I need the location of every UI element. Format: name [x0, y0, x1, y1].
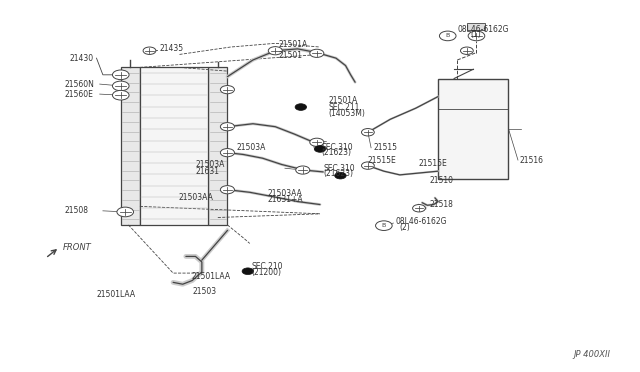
- Circle shape: [117, 207, 134, 217]
- Text: 21503: 21503: [192, 287, 216, 296]
- Text: (21200): (21200): [251, 268, 281, 277]
- Circle shape: [376, 221, 392, 231]
- Text: SEC.211: SEC.211: [328, 103, 360, 112]
- Text: SEC.210: SEC.210: [251, 262, 282, 271]
- Text: (21623): (21623): [323, 169, 353, 178]
- Circle shape: [468, 31, 484, 41]
- Text: (1): (1): [470, 30, 481, 39]
- Circle shape: [413, 205, 426, 212]
- Bar: [467, 23, 484, 31]
- Text: (14053M): (14053M): [328, 109, 365, 118]
- Text: 21503AA: 21503AA: [178, 193, 213, 202]
- Text: 21501A: 21501A: [278, 40, 308, 49]
- Text: B: B: [445, 33, 450, 38]
- Text: SEC.310: SEC.310: [323, 164, 355, 173]
- Circle shape: [314, 145, 326, 152]
- Circle shape: [310, 138, 324, 146]
- Text: 21503AA: 21503AA: [268, 189, 303, 198]
- Circle shape: [296, 166, 310, 174]
- Circle shape: [220, 186, 234, 194]
- Text: 21560E: 21560E: [65, 90, 93, 99]
- Circle shape: [440, 31, 456, 41]
- Text: 21510: 21510: [430, 176, 454, 185]
- Text: 21516: 21516: [520, 155, 544, 164]
- Polygon shape: [121, 67, 140, 225]
- Bar: [438, 78, 508, 179]
- Circle shape: [220, 123, 234, 131]
- Text: 21501LAA: 21501LAA: [97, 290, 136, 299]
- Text: 21501A: 21501A: [328, 96, 358, 105]
- Text: 21503A: 21503A: [237, 142, 266, 151]
- Circle shape: [113, 81, 129, 91]
- Text: 21501LAA: 21501LAA: [191, 272, 230, 281]
- Text: JP 400XII: JP 400XII: [573, 350, 611, 359]
- Text: 21515: 21515: [373, 143, 397, 152]
- Circle shape: [113, 70, 129, 80]
- Text: 21518: 21518: [430, 200, 454, 209]
- Text: 08L46-6162G: 08L46-6162G: [396, 218, 447, 227]
- Text: (21623): (21623): [321, 148, 351, 157]
- Text: 21515E: 21515E: [419, 158, 448, 167]
- Circle shape: [295, 104, 307, 110]
- Polygon shape: [140, 67, 208, 225]
- Text: 21501: 21501: [278, 51, 303, 60]
- Circle shape: [220, 148, 234, 157]
- Circle shape: [335, 172, 346, 179]
- Polygon shape: [208, 67, 227, 225]
- Text: 21508: 21508: [65, 206, 88, 215]
- Circle shape: [242, 268, 253, 275]
- Circle shape: [461, 47, 473, 54]
- Circle shape: [143, 47, 156, 54]
- Circle shape: [113, 90, 129, 100]
- Text: FRONT: FRONT: [63, 243, 92, 252]
- Text: 21631: 21631: [195, 167, 220, 176]
- Text: 21560N: 21560N: [65, 80, 95, 89]
- Text: 08L46-6162G: 08L46-6162G: [458, 25, 509, 34]
- Circle shape: [362, 162, 374, 169]
- Text: 21503A: 21503A: [195, 160, 225, 169]
- Circle shape: [362, 129, 374, 136]
- Text: 21430: 21430: [70, 54, 94, 62]
- Text: SEC.310: SEC.310: [321, 142, 353, 151]
- Circle shape: [268, 46, 282, 55]
- Circle shape: [310, 49, 324, 57]
- Circle shape: [220, 86, 234, 94]
- Text: (2): (2): [400, 223, 411, 232]
- Text: 21515E: 21515E: [368, 156, 397, 165]
- Text: 21435: 21435: [159, 44, 183, 52]
- Text: B: B: [381, 223, 386, 228]
- Text: 21631+A: 21631+A: [268, 195, 303, 204]
